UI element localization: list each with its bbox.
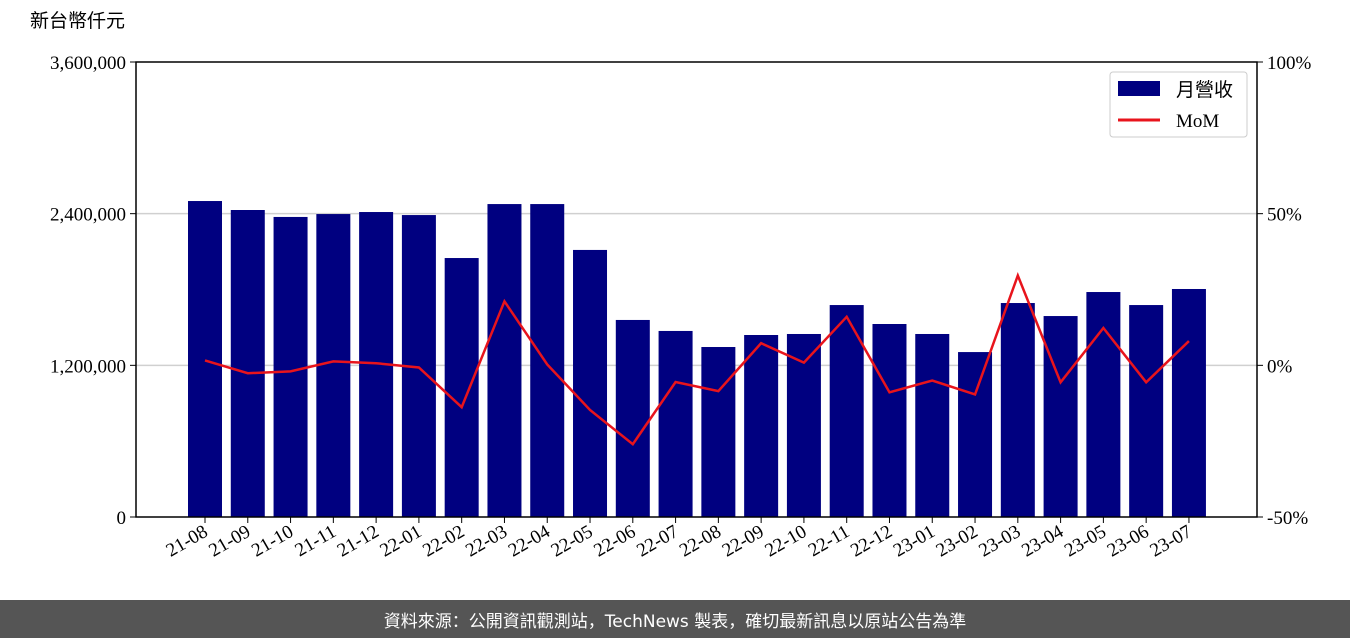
bar: [444, 258, 479, 517]
bar: [615, 319, 650, 517]
legend-swatch: [1118, 81, 1160, 96]
bar: [273, 216, 308, 518]
bar: [872, 324, 907, 517]
y-tick-label: 2,400,000: [50, 205, 126, 226]
y-tick-label: 0: [117, 508, 127, 529]
bar: [316, 214, 351, 517]
chart: 新台幣仟元 0 1,200,000 2,400,000 3,600,000 -50% 0%…: [30, 10, 1312, 562]
y2-tick-label: 50%: [1267, 205, 1302, 226]
y2-tick-label: -50%: [1267, 508, 1308, 529]
x-tick-label: 23-07: [1147, 521, 1196, 561]
bar: [230, 210, 265, 517]
y-tick-label: 3,600,000: [50, 53, 126, 74]
bar: [1086, 292, 1121, 517]
x-tick-label: 23-04: [1018, 521, 1067, 562]
x-tick-label: 21-11: [292, 521, 340, 561]
bar: [915, 333, 950, 517]
x-tick-label: 23-05: [1061, 521, 1110, 561]
x-tick-label: 22-02: [419, 521, 468, 561]
x-tick-label: 23-03: [975, 521, 1024, 561]
x-tick-label: 23-06: [1104, 521, 1153, 561]
bar: [1000, 303, 1035, 517]
bar: [829, 305, 864, 517]
x-tick-label: 22-08: [676, 521, 725, 561]
bar: [573, 249, 608, 517]
x-tick-label: 22-09: [719, 521, 768, 561]
bar: [1129, 305, 1164, 517]
x-tick-label: 21-12: [334, 521, 383, 561]
x-tick-label: 21-08: [163, 521, 212, 561]
bar: [958, 352, 993, 517]
x-tick-label: 22-05: [548, 521, 597, 561]
x-tick-label: 21-09: [205, 521, 254, 561]
plot-frame: [135, 61, 1258, 518]
bar: [1043, 316, 1078, 517]
bar: [658, 330, 693, 517]
x-tick-label: 22-11: [805, 521, 853, 561]
x-tick-label: 23-01: [890, 521, 939, 561]
x-tick-label: 23-02: [933, 521, 982, 561]
x-tick-label: 22-12: [847, 521, 896, 561]
bar: [188, 201, 222, 517]
footer: 資料來源：公開資訊觀測站，TechNews 製表，確切最新訊息以原站公告為準: [0, 600, 1350, 638]
bar: [1171, 288, 1206, 517]
x-tick-label: 21-10: [248, 521, 297, 561]
x-tick-label: 22-04: [505, 521, 554, 562]
bar: [701, 347, 736, 517]
y2-tick-label: 100%: [1267, 53, 1312, 74]
line: [204, 272, 1190, 447]
bar: [744, 335, 779, 517]
bar: [487, 204, 522, 518]
legend-label: MoM: [1176, 111, 1219, 132]
x-tick-label: 22-06: [590, 521, 639, 561]
y-axis-label: 新台幣仟元: [30, 10, 125, 32]
x-tick-label: 22-10: [762, 521, 811, 561]
bar: [786, 333, 821, 517]
x-tick-label: 22-07: [633, 521, 682, 561]
y2-tick-label: 0%: [1267, 356, 1293, 377]
x-tick-label: 22-01: [377, 521, 426, 561]
y-tick-label: 1,200,000: [50, 356, 126, 377]
bar: [530, 204, 565, 518]
x-tick-label: 22-03: [462, 521, 511, 561]
legend-label: 月營收: [1176, 79, 1233, 101]
